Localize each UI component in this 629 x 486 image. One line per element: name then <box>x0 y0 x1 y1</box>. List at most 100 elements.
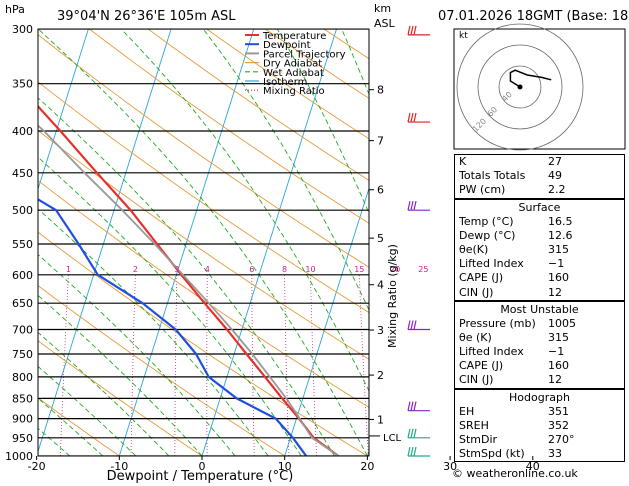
index-label: Totals Totals <box>459 169 526 183</box>
dry-adiabat-line <box>38 397 120 456</box>
isotherm-line <box>284 186 369 456</box>
pressure-tick-label: 500 <box>12 204 33 217</box>
index-value: 270° <box>548 433 575 446</box>
dry-adiabat-line <box>38 340 203 456</box>
hpa-label: hPa <box>5 3 25 16</box>
barb-flag <box>410 428 414 438</box>
barb-flag <box>407 446 411 457</box>
index-value: 49 <box>548 169 562 183</box>
pressure-lines <box>38 29 369 456</box>
legend-label: Dewpoint <box>263 40 311 51</box>
pressure-tick-label: 350 <box>12 78 33 91</box>
index-row: Lifted Index −1 <box>455 345 624 359</box>
hodograph-ring <box>477 44 563 130</box>
mixing-ratio-label: 15 <box>354 265 364 274</box>
legend-label: Temperature <box>262 31 326 42</box>
index-value: 315 <box>548 242 569 256</box>
pressure-tick-label: 750 <box>12 348 33 361</box>
pressure-tick-label: 300 <box>12 23 33 36</box>
index-value: 33 <box>548 447 562 461</box>
isotherm-line <box>0 29 6 456</box>
height-km-ticks: 1 2 3 4 5 6 7 8 <box>369 84 384 437</box>
index-row: Pressure (mb) 1005 <box>455 317 624 331</box>
hodograph-storm-marker <box>517 84 523 90</box>
temperature-tick-label: -10 <box>110 460 128 473</box>
index-row: CAPE (J) 160 <box>455 271 624 285</box>
mixing-ratio-line <box>130 274 136 456</box>
pressure-tick-label: 600 <box>12 269 33 282</box>
barb-flag <box>407 25 411 35</box>
index-label: θe (K) <box>459 330 492 344</box>
indices-hodograph: Hodograph EH 351 SREH 352 StmDir 270° StmSp… <box>455 387 624 462</box>
asl-label: ASL <box>374 17 396 30</box>
index-label: CAPE (J) <box>459 271 504 285</box>
indices-most-unstable: Most Unstable Pressure (mb) 1005 θe (K) 31… <box>455 299 624 388</box>
dry-adiabat-line <box>38 285 285 456</box>
index-row: CIN (J) 12 <box>455 286 624 300</box>
indices-basic: K 27 Totals Totals 49 PW (cm) 2.2 <box>455 155 624 198</box>
pressure-tick-label: 450 <box>12 167 33 180</box>
temperature-tick-label: 0 <box>199 460 206 473</box>
mixing-ratio-label: 1 <box>66 265 71 274</box>
section-title: Most Unstable <box>455 300 624 317</box>
index-label: Lifted Index <box>459 345 524 359</box>
barb-flag <box>407 201 411 211</box>
barb-flag <box>413 446 417 457</box>
indices-table: K 27 Totals Totals 49 PW (cm) 2.2 Surface T… <box>454 154 625 463</box>
mixing-ratio-line <box>358 274 369 456</box>
km-tick-label: 2 <box>377 369 384 382</box>
wet-adiabat-line <box>38 427 71 456</box>
temperature-tick-label: 20 <box>360 460 374 473</box>
temperature-tick-label: 10 <box>278 460 292 473</box>
mixing-ratio-lines <box>59 274 436 456</box>
barb-flag <box>410 320 414 330</box>
mixing-ratio-axis-label: Mixing Ratio (g/kg) <box>386 244 399 348</box>
wind-barb <box>407 320 430 331</box>
wet-adiabat-line <box>202 29 369 312</box>
mixing-ratio-label: 25 <box>418 265 428 274</box>
index-row: Lifted Index −1 <box>455 257 624 271</box>
indices-surface: Surface Temp (°C) 16.5 Dewp (°C) 12.6 θe(K… <box>455 197 624 300</box>
legend-label: Isotherm <box>263 77 307 88</box>
wind-barbs <box>407 25 430 457</box>
index-row: StmSpd (kt) 33 <box>455 447 624 461</box>
copyright[interactable]: © weatheronline.co.uk <box>452 467 578 480</box>
wet-adiabat-line <box>276 29 369 214</box>
hodograph-ring-label: 120 <box>471 117 488 134</box>
hodograph-ring <box>456 23 584 151</box>
wet-adiabat-line <box>38 253 236 456</box>
parcel-trajectory-line <box>38 124 340 456</box>
sounding-series <box>38 104 340 456</box>
index-value: 16.5 <box>548 214 573 228</box>
hodograph-frame <box>453 28 626 150</box>
index-row: θe(K) 315 <box>455 243 624 257</box>
mixing-ratio-label: 3 <box>174 265 179 274</box>
section-title: Hodograph <box>455 388 624 405</box>
index-row: CIN (J) 12 <box>455 373 624 387</box>
barb-flag <box>413 25 417 35</box>
index-label: Temp (°C) <box>459 214 514 228</box>
mixing-ratio-line <box>174 274 178 456</box>
barb-flag <box>407 112 411 123</box>
km-tick-label: 8 <box>377 84 384 97</box>
barb-flag <box>413 112 417 123</box>
isotherm-line <box>38 29 89 191</box>
barb-flag <box>410 201 414 211</box>
mixing-ratio-label: 20 <box>390 265 400 274</box>
pressure-tick-label: 800 <box>12 371 33 384</box>
temperature-tick-label: 40 <box>526 460 540 473</box>
mixing-ratio-line <box>423 275 436 456</box>
index-row: K 27 <box>455 155 624 169</box>
index-value: 160 <box>548 359 569 373</box>
hodograph-kt-label: kt <box>459 31 468 41</box>
dry-adiabat-line <box>147 29 369 181</box>
mixing-ratio-line <box>310 274 317 456</box>
dewpoint-line <box>38 198 308 456</box>
index-label: Dewp (°C) <box>459 228 516 242</box>
km-tick-label: 7 <box>377 135 384 148</box>
isotherm-line <box>201 29 337 456</box>
pressure-tick-labels: 300 350 400 450 500 550 600 650 700 750 800 850 900 9… <box>5 23 33 463</box>
barb-flag <box>413 428 417 438</box>
barb-flag <box>407 428 411 438</box>
temperature-tick-label: 30 <box>443 460 457 473</box>
